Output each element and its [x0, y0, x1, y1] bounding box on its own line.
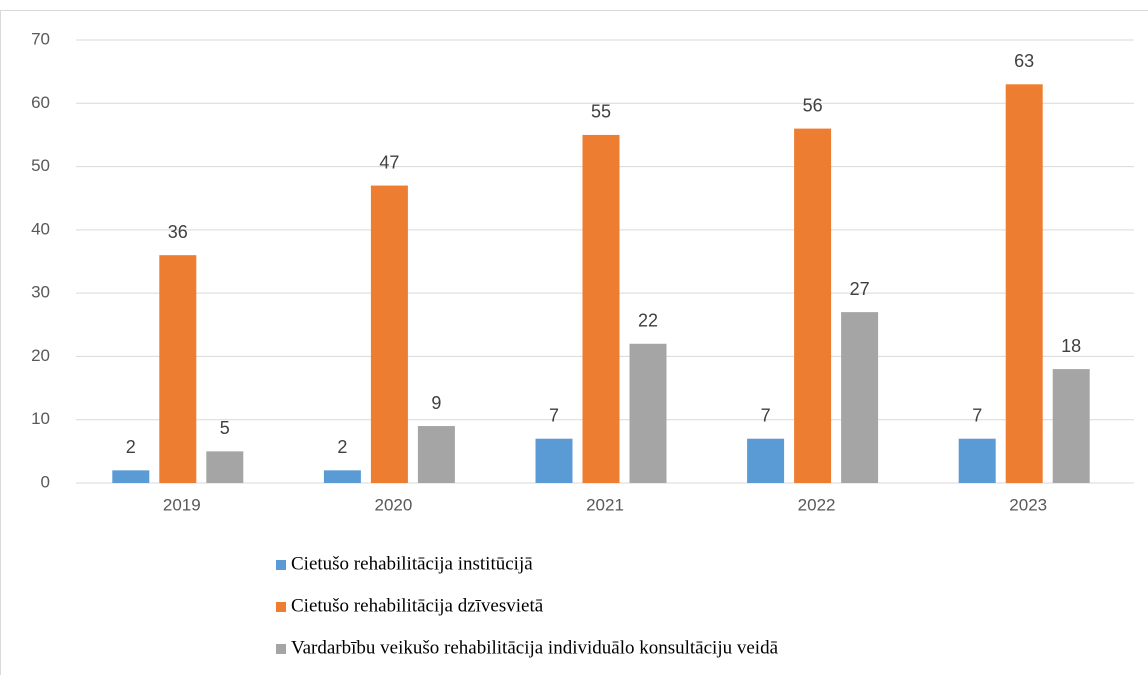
legend-label: Cietušo rehabilitācija dzīvesvietā: [291, 595, 544, 616]
bar: [1005, 84, 1043, 484]
legend-label: Cietušo rehabilitācija institūcijā: [291, 553, 533, 574]
bar: [629, 343, 667, 483]
bar: [206, 451, 244, 483]
x-tick-label: 2019: [163, 495, 201, 514]
bar: [535, 438, 573, 483]
legend-swatch: [276, 644, 286, 654]
data-label: 47: [379, 152, 399, 172]
x-tick-label: 2021: [586, 495, 624, 514]
data-label: 63: [1014, 51, 1034, 71]
bar: [112, 470, 150, 483]
bar: [794, 128, 832, 483]
data-label: 56: [803, 95, 823, 115]
bar: [958, 438, 996, 483]
y-tick-label: 60: [31, 93, 50, 112]
x-tick-label: 2020: [374, 495, 412, 514]
chart-frame: [0, 10, 1148, 675]
data-label: 18: [1061, 336, 1081, 356]
bar: [323, 470, 361, 483]
bar: [159, 255, 197, 483]
data-label: 2: [337, 437, 347, 457]
legend-label: Vardarbību veikušo rehabilitācija indivi…: [291, 637, 779, 658]
bar: [417, 426, 455, 483]
bar: [582, 134, 620, 483]
y-tick-label: 40: [31, 219, 50, 238]
y-tick-label: 10: [31, 409, 50, 428]
data-label: 7: [761, 405, 771, 425]
y-tick-label: 20: [31, 346, 50, 365]
legend-swatch: [276, 560, 286, 570]
bar: [841, 312, 879, 483]
x-tick-label: 2022: [798, 495, 836, 514]
y-tick-label: 0: [41, 472, 50, 491]
y-tick-label: 70: [31, 29, 50, 48]
data-label: 27: [850, 279, 870, 299]
y-tick-label: 50: [31, 156, 50, 175]
data-label: 5: [220, 418, 230, 438]
data-label: 22: [638, 311, 658, 331]
data-label: 2: [126, 437, 136, 457]
data-label: 9: [431, 393, 441, 413]
data-label: 7: [549, 405, 559, 425]
data-label: 7: [972, 405, 982, 425]
legend-swatch: [276, 602, 286, 612]
bar: [747, 438, 785, 483]
data-label: 36: [168, 222, 188, 242]
y-tick-label: 30: [31, 283, 50, 302]
x-tick-label: 2023: [1009, 495, 1047, 514]
bar: [1052, 369, 1090, 483]
bar: [370, 185, 408, 484]
data-label: 55: [591, 102, 611, 122]
